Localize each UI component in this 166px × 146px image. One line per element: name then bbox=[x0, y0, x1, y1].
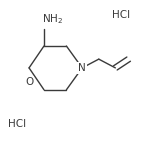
Text: N: N bbox=[78, 63, 86, 73]
Text: O: O bbox=[25, 77, 33, 87]
Text: HCl: HCl bbox=[112, 10, 130, 20]
Text: NH$_2$: NH$_2$ bbox=[42, 12, 63, 26]
Text: HCl: HCl bbox=[7, 119, 26, 129]
